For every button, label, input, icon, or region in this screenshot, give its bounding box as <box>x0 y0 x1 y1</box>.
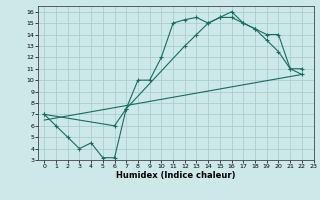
X-axis label: Humidex (Indice chaleur): Humidex (Indice chaleur) <box>116 171 236 180</box>
